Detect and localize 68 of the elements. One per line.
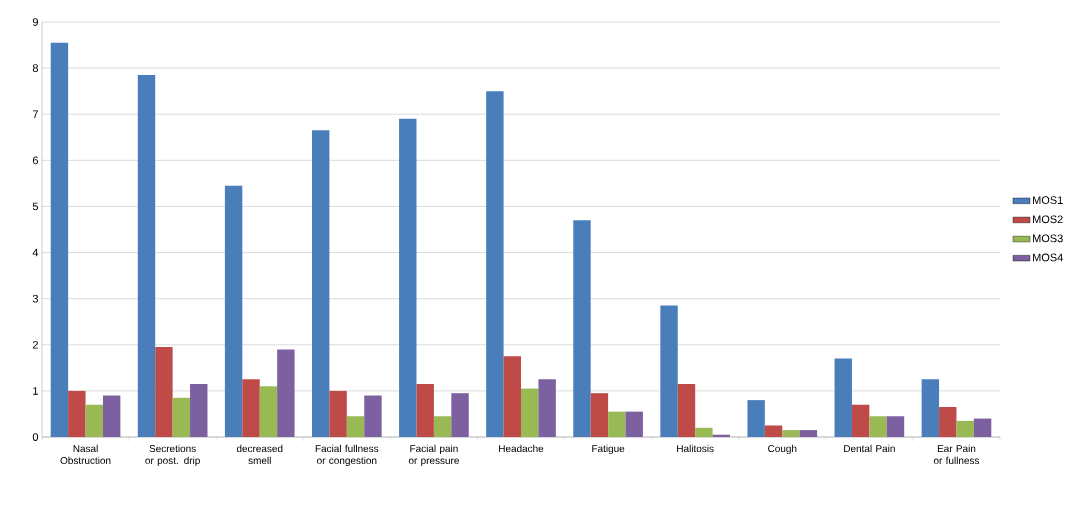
bar (172, 397, 191, 437)
y-tick-label: 1 (33, 387, 38, 395)
bar (224, 185, 243, 437)
bar (364, 395, 382, 437)
bar (190, 383, 208, 437)
bar (102, 395, 121, 437)
bar (85, 404, 103, 437)
bar (625, 411, 643, 437)
bar (834, 358, 852, 437)
legend-label: MOS2 (1033, 215, 1063, 224)
bar (799, 430, 818, 437)
bar (329, 390, 347, 437)
x-tick-label: Fatigue (592, 444, 625, 455)
bar (50, 42, 69, 437)
bar (747, 400, 765, 437)
bar (573, 220, 591, 437)
bar (311, 130, 330, 437)
bar (521, 388, 539, 437)
y-tick-label: 3 (32, 294, 38, 303)
y-tick-label: 8 (32, 64, 38, 72)
bar (939, 407, 957, 437)
bar (137, 75, 156, 437)
bar (538, 379, 556, 437)
bar (886, 416, 905, 437)
x-tick-label: Headache (499, 444, 544, 453)
bar (869, 416, 887, 437)
x-tick-label: Facial pain or pressure (408, 444, 459, 467)
bar (851, 404, 870, 437)
x-tick-label: Halitosis (677, 444, 714, 453)
y-tick-label: 0 (32, 433, 39, 441)
legend-label: MOS1 (1033, 196, 1063, 205)
x-tick-label: Facial fullness or congestion (315, 444, 379, 467)
bar (608, 411, 626, 437)
bar (956, 420, 974, 437)
x-tick-label: Cough (768, 444, 797, 455)
y-tick-label: 6 (32, 156, 38, 165)
x-tick-label: Secretions or post. drip (145, 444, 200, 467)
y-tick-label: 4 (32, 248, 39, 257)
bar (590, 393, 609, 437)
y-tick-label: 2 (32, 340, 38, 349)
bar (451, 393, 469, 437)
bar (259, 386, 278, 437)
legend-label: MOS3 (1033, 234, 1063, 243)
bar (503, 356, 522, 437)
bar (973, 418, 992, 437)
bar (433, 416, 452, 437)
bar (486, 91, 504, 437)
legend-label: MOS4 (1033, 253, 1063, 262)
bar (242, 379, 260, 437)
bar (399, 118, 417, 437)
y-tick-label: 7 (32, 110, 38, 118)
x-tick-label: decreased smell (236, 444, 283, 465)
y-tick-label: 5 (32, 202, 39, 211)
y-tick-label: 9 (32, 18, 38, 26)
x-tick-label: Dental Pain (844, 444, 895, 453)
bar (921, 379, 940, 437)
bar (677, 383, 696, 437)
bar (155, 347, 173, 437)
bar (660, 305, 678, 437)
bar (277, 349, 295, 437)
x-tick-label: Ear Pain or fullness (933, 444, 980, 465)
bar (695, 427, 713, 437)
bar (782, 430, 800, 437)
x-tick-label: Nasal Obstruction (60, 444, 111, 465)
bar (346, 416, 365, 437)
bar (68, 390, 86, 437)
bar (416, 383, 434, 437)
bar (764, 425, 783, 437)
